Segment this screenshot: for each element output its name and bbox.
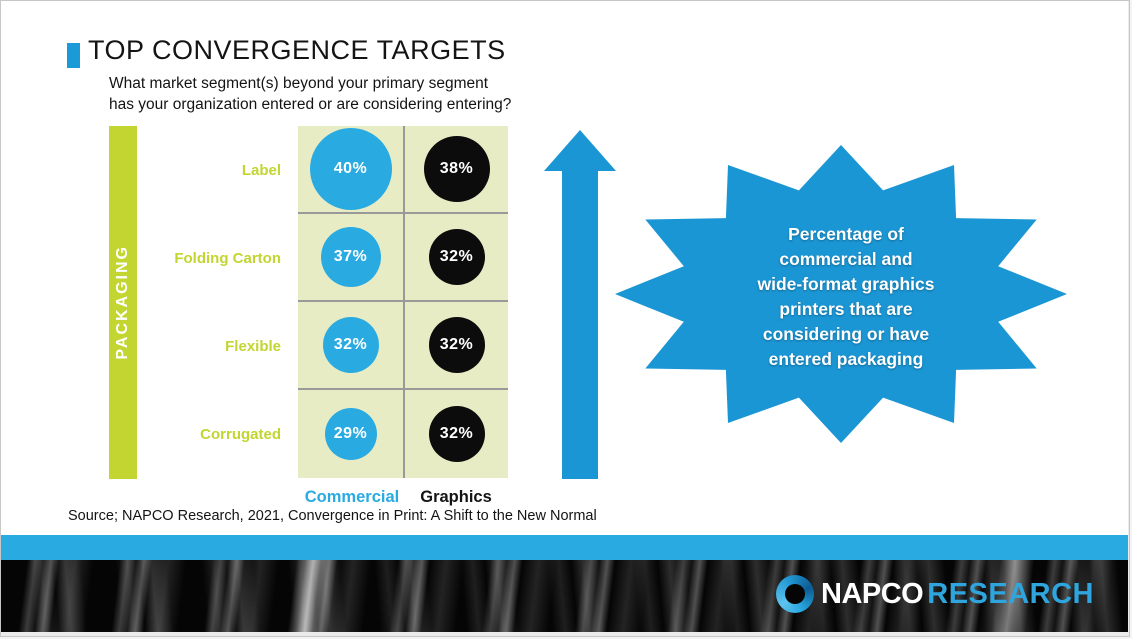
napco-o-icon	[776, 575, 815, 613]
footer-band: NAPCO RESEARCH	[1, 560, 1128, 632]
category-label: Folding Carton	[174, 249, 281, 267]
bubble-graphics: 38%	[423, 136, 490, 202]
callout-line: printers that are	[779, 299, 913, 319]
source-note: Source; NAPCO Research, 2021, Convergenc…	[68, 508, 597, 524]
packaging-axis-bar: PACKAGING	[109, 126, 137, 479]
starburst-shape	[615, 145, 1067, 443]
callout-line: Percentage of	[788, 224, 904, 244]
logo-text-research: RESEARCH	[927, 577, 1094, 610]
matrix-cell: 32%	[405, 390, 508, 478]
matrix-cell: 32%	[405, 214, 508, 302]
legend-graphics: Graphics	[420, 488, 492, 506]
callout-line: entered packaging	[768, 349, 924, 369]
bubble-graphics: 32%	[428, 317, 485, 373]
matrix-cell: 29%	[298, 390, 405, 478]
packaging-axis-label: PACKAGING	[114, 245, 131, 360]
matrix-cell: 38%	[405, 126, 508, 214]
logo-text-napco: NAPCO	[821, 577, 924, 610]
category-label: Label	[241, 161, 281, 179]
matrix-cell: 32%	[298, 302, 405, 390]
survey-question-line1: What market segment(s) beyond your prima…	[109, 75, 489, 92]
matrix-cell: 40%	[298, 126, 405, 214]
title-accent-bar	[67, 43, 80, 68]
survey-question: What market segment(s) beyond your prima…	[109, 73, 511, 115]
bubble-graphics: 32%	[428, 229, 485, 285]
legend-commercial: Commercial	[304, 488, 400, 506]
divider-bar	[1, 535, 1128, 560]
callout-text: Percentage of commercial and wide-format…	[726, 222, 966, 372]
survey-question-line2: has your organization entered or are con…	[109, 96, 512, 113]
napco-logo: NAPCO RESEARCH	[776, 575, 1094, 613]
bubble-table: 40% 38% 37% 32% 32% 32% 29% 32%	[298, 126, 508, 478]
bubble-commercial: 40%	[309, 128, 392, 210]
category-label: Corrugated	[200, 425, 281, 443]
up-arrow-shape	[544, 130, 616, 479]
callout-line: wide-format graphics	[757, 274, 935, 294]
bubble-commercial: 29%	[324, 408, 377, 460]
callout-line: considering or have	[762, 324, 930, 344]
callout-line: commercial and	[779, 249, 913, 269]
matrix-cell: 37%	[298, 214, 405, 302]
page-title: TOP CONVERGENCE TARGETS	[88, 35, 506, 65]
bubble-commercial: 37%	[320, 227, 381, 287]
category-label: Flexible	[225, 337, 281, 355]
category-labels: Label Folding Carton Flexible Corrugated	[131, 126, 281, 478]
bubble-commercial: 32%	[322, 317, 379, 373]
bubble-graphics: 32%	[428, 406, 485, 462]
matrix-cell: 32%	[405, 302, 508, 390]
